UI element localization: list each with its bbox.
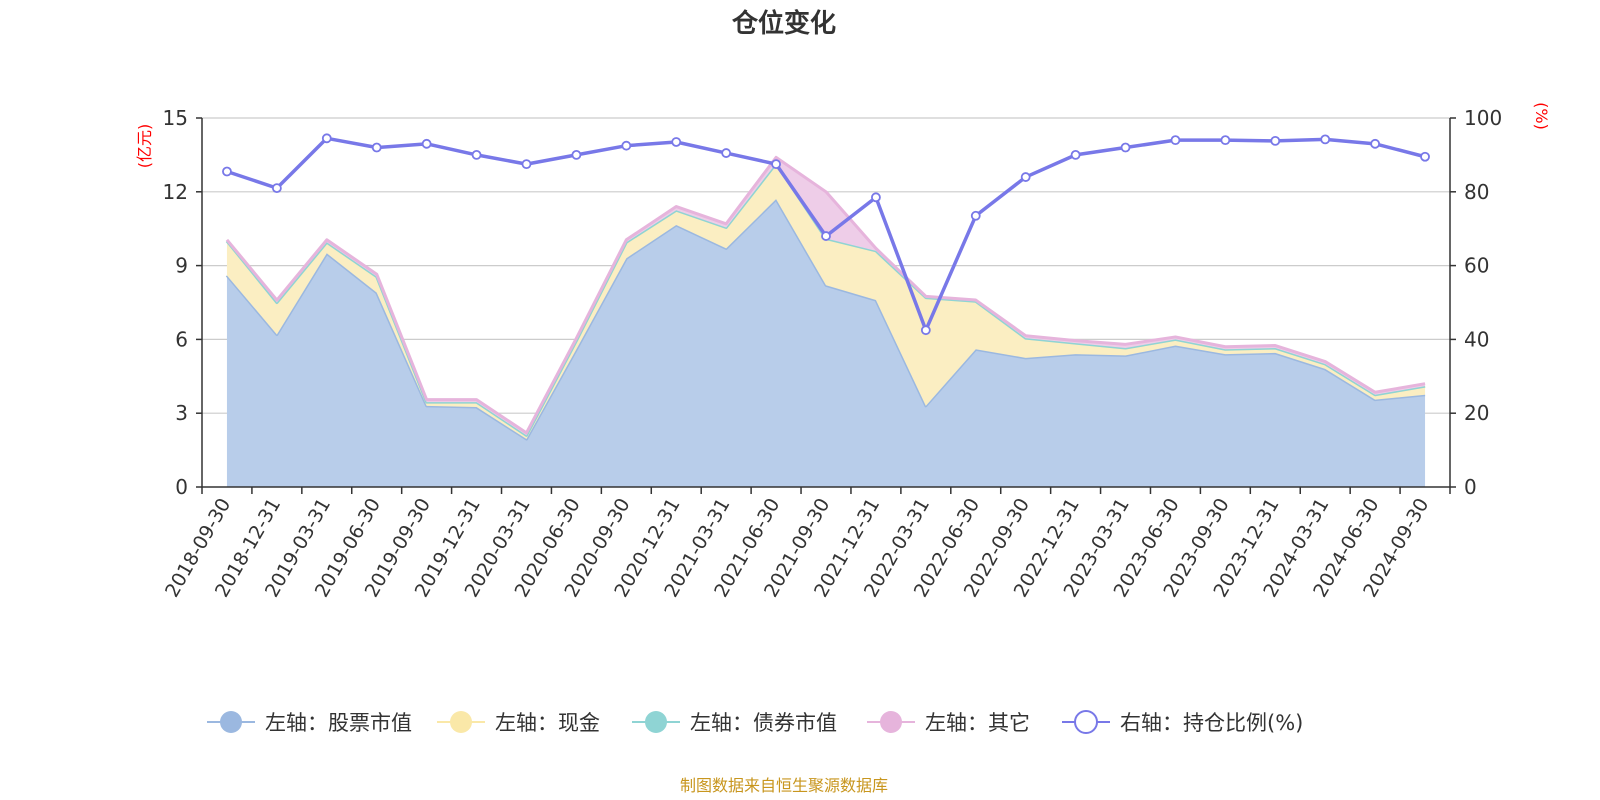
ratio-point <box>521 159 532 170</box>
right-tick-label: 40 <box>1464 327 1489 351</box>
right-axis-ticks: 0 20 40 60 80 100 <box>1450 106 1502 499</box>
left-tick-label: 15 <box>163 106 188 130</box>
legend-label: 左轴：其它 <box>925 711 1030 735</box>
ratio-point <box>1320 134 1331 145</box>
ratio-point <box>1170 135 1181 146</box>
ratio-point <box>1020 172 1031 182</box>
x-axis-ticks: 2018-09-302018-12-312019-03-312019-06-30… <box>161 487 1451 601</box>
legend-swatch-marker <box>450 711 472 733</box>
right-tick-label: 60 <box>1464 254 1489 278</box>
ratio-point <box>1120 142 1131 153</box>
area-0 <box>226 199 1426 487</box>
legend-swatch-marker <box>645 711 667 733</box>
area-3 <box>226 157 1426 436</box>
ratio-point <box>471 149 482 160</box>
legend-swatch-marker <box>1074 710 1098 734</box>
ratio-point <box>321 133 332 144</box>
ratio-point <box>970 210 981 221</box>
legend: 左轴：股票市值 左轴：现金 左轴：债券市值 左轴：其它 右轴：持仓比例(%) <box>207 710 1303 735</box>
data-source-note: 制图数据来自恒生聚源数据库 <box>680 776 888 795</box>
left-tick-label: 12 <box>163 180 188 204</box>
ratio-point <box>271 183 282 194</box>
right-tick-label: 100 <box>1464 106 1502 130</box>
ratio-line-series <box>222 133 1430 336</box>
legend-label: 左轴：股票市值 <box>265 711 412 735</box>
area-edge-3 <box>225 155 1426 435</box>
left-tick-label: 9 <box>175 254 188 278</box>
ratio-point <box>571 149 582 160</box>
right-tick-label: 20 <box>1464 401 1489 425</box>
ratio-point <box>1370 138 1381 149</box>
ratio-point <box>421 138 432 149</box>
stacked-areas <box>225 155 1426 487</box>
right-axis-unit: (%) <box>1532 102 1551 130</box>
legend-swatch-marker <box>880 711 902 733</box>
ratio-point <box>671 137 682 147</box>
left-tick-label: 0 <box>175 475 188 499</box>
ratio-point <box>222 166 232 177</box>
ratio-point <box>871 192 881 203</box>
left-axis-ticks: 0 3 6 9 12 15 <box>163 106 202 499</box>
ratio-point <box>771 159 781 170</box>
legend-swatch-marker <box>220 711 242 733</box>
ratio-point <box>821 231 831 241</box>
ratio-point <box>621 140 632 151</box>
right-tick-label: 0 <box>1464 475 1477 499</box>
ratio-point <box>920 325 931 336</box>
right-tick-label: 80 <box>1464 180 1489 204</box>
legend-label: 左轴：债券市值 <box>690 711 837 735</box>
ratio-point <box>1420 151 1430 162</box>
ratio-point <box>1070 149 1081 160</box>
left-tick-label: 3 <box>175 401 188 425</box>
axes <box>201 118 1451 488</box>
left-tick-label: 6 <box>175 327 188 351</box>
chart-title: 仓位变化 <box>731 8 836 39</box>
legend-label: 左轴：现金 <box>495 711 600 735</box>
ratio-point <box>1270 135 1281 146</box>
ratio-point <box>371 142 382 153</box>
left-axis-unit: (亿元) <box>135 124 154 169</box>
ratio-point <box>1220 135 1231 146</box>
ratio-point <box>721 148 732 158</box>
legend-label: 右轴：持仓比例(%) <box>1120 711 1303 735</box>
